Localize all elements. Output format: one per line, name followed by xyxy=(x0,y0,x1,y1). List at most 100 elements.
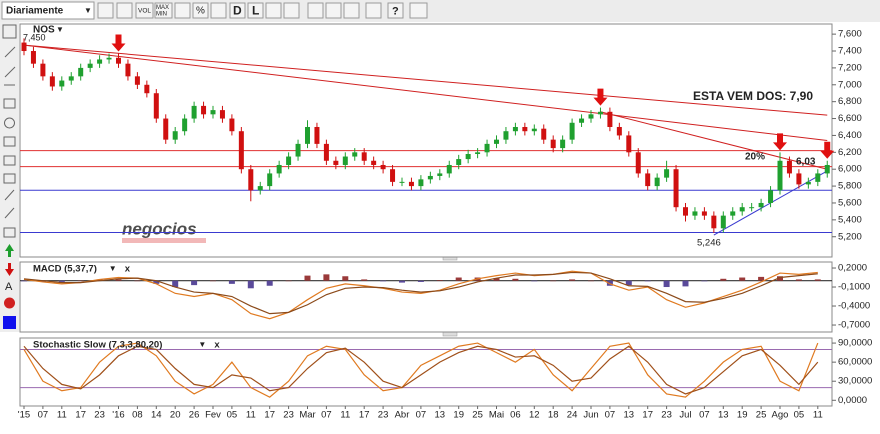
candle-body xyxy=(381,165,386,169)
tool-button[interactable] xyxy=(98,3,113,18)
candle-body xyxy=(400,182,405,183)
candle-body xyxy=(759,203,764,207)
candle-body xyxy=(362,152,367,160)
vol-label: VOL xyxy=(138,8,151,15)
y-tick-label: 6,600 xyxy=(838,113,862,124)
watermark: negocios xyxy=(122,219,197,238)
print-button[interactable] xyxy=(366,3,381,18)
y-tick-label: 5,800 xyxy=(838,181,862,192)
x-tick-label: 13 xyxy=(435,410,446,421)
candle-body xyxy=(702,211,707,215)
histogram-bar xyxy=(361,279,367,280)
x-tick-label: 20 xyxy=(170,410,181,421)
x-tick-label: 17 xyxy=(75,410,86,421)
histogram-bar xyxy=(796,279,802,280)
candle-body xyxy=(154,93,159,118)
histogram-bar xyxy=(569,279,575,280)
x-tick-label: Mar xyxy=(299,410,315,421)
x-tick-label: Ago xyxy=(772,410,789,421)
period-label: Diariamente xyxy=(6,6,64,17)
d-label: D xyxy=(233,4,242,18)
candle-body xyxy=(607,112,612,127)
tool-button[interactable] xyxy=(284,3,299,18)
y-tick-label: 7,000 xyxy=(838,79,862,90)
candle-body xyxy=(201,106,206,114)
candle-body xyxy=(22,43,27,51)
crosshair-button[interactable] xyxy=(266,3,281,18)
candle-body xyxy=(674,169,679,207)
candle-body xyxy=(683,207,688,215)
x-tick-label: 11 xyxy=(813,410,823,421)
x-tick-label: 18 xyxy=(548,410,559,421)
candle-body xyxy=(503,131,508,139)
delete-tool[interactable] xyxy=(4,298,15,309)
histogram-bar xyxy=(815,279,821,280)
candle-body xyxy=(740,207,745,211)
candle-body xyxy=(768,190,773,203)
x-tick-label: Abr xyxy=(395,410,410,421)
candle-body xyxy=(589,114,594,118)
x-tick-label: 07 xyxy=(699,410,710,421)
x-tick-label: 25 xyxy=(756,410,767,421)
x-tick-label: 19 xyxy=(453,410,464,421)
candle-body xyxy=(144,85,149,93)
book-button[interactable] xyxy=(410,3,427,18)
candle-body xyxy=(645,173,650,186)
max-label: MAX xyxy=(156,5,169,11)
zoom-in-button[interactable] xyxy=(308,3,323,18)
candle-body xyxy=(69,76,74,80)
x-tick-label: 08 xyxy=(132,410,143,421)
x-tick-label: 26 xyxy=(189,410,200,421)
x-tick-label: 07 xyxy=(605,410,616,421)
annotation: ESTA VEM DOS: 7,90 xyxy=(693,89,813,103)
candle-body xyxy=(560,140,565,148)
x-tick-label: '16 xyxy=(112,410,124,421)
y-tick-label: 90,0000 xyxy=(838,338,872,349)
tool-button[interactable] xyxy=(211,3,226,18)
x-tick-label: 11 xyxy=(57,410,67,421)
candle-body xyxy=(513,127,518,131)
candle-body xyxy=(371,161,376,165)
y-tick-label: 60,0000 xyxy=(838,357,872,368)
x-tick-label: 23 xyxy=(661,410,672,421)
candle-body xyxy=(305,127,310,144)
candle-body xyxy=(314,127,319,144)
text-tool[interactable]: A xyxy=(5,281,13,293)
candle-body xyxy=(343,157,348,165)
x-tick-label: Mai xyxy=(489,410,504,421)
panel-frame xyxy=(20,262,832,332)
tool-button[interactable] xyxy=(117,3,132,18)
candle-body xyxy=(116,58,121,64)
candle-body xyxy=(437,173,442,176)
x-tick-label: 06 xyxy=(510,410,521,421)
histogram-bar xyxy=(267,281,273,286)
y-tick-label: 7,400 xyxy=(838,46,862,57)
candle-body xyxy=(447,165,452,173)
y-tick-label: 0,2000 xyxy=(838,263,867,274)
histogram-bar xyxy=(399,281,405,283)
candle-body xyxy=(211,110,216,114)
help-label: ? xyxy=(392,5,399,17)
x-tick-label: 23 xyxy=(94,410,105,421)
y-tick-label: 30,0000 xyxy=(838,376,872,387)
x-tick-label: '15 xyxy=(18,410,30,421)
panel-splitter[interactable] xyxy=(443,332,457,336)
histogram-bar xyxy=(701,281,707,282)
candle-body xyxy=(598,112,603,115)
candle-body xyxy=(258,186,263,190)
candle-body xyxy=(796,173,801,184)
color-tool[interactable] xyxy=(3,316,16,329)
candle-body xyxy=(655,178,660,186)
annotation: 5,246 xyxy=(697,238,721,249)
zoom-out-button[interactable] xyxy=(326,3,341,18)
candle-body xyxy=(730,211,735,215)
x-tick-label: Fev xyxy=(205,410,221,421)
tool-button[interactable] xyxy=(175,3,190,18)
histogram-bar xyxy=(531,281,537,282)
candle-body xyxy=(570,123,575,140)
histogram-bar xyxy=(588,281,594,282)
zoom-button[interactable] xyxy=(344,3,359,18)
x-tick-label: 11 xyxy=(246,410,256,421)
candle-body xyxy=(721,216,726,229)
x-tick-label: 07 xyxy=(416,410,427,421)
